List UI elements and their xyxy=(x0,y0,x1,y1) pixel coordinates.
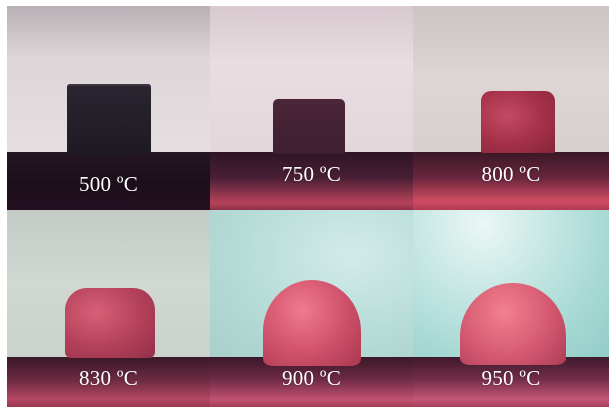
temperature-label: 750 ºC xyxy=(281,162,342,186)
sample-specimen xyxy=(263,280,361,366)
substrate xyxy=(413,357,609,407)
panel-500c: 500 ºC xyxy=(7,6,210,210)
sample-specimen xyxy=(67,84,151,154)
temperature-label: 500 ºC xyxy=(78,172,139,196)
temperature-label: 950 ºC xyxy=(481,366,541,390)
substrate xyxy=(210,152,413,210)
substrate xyxy=(7,357,210,407)
panel-950c: 950 ºC xyxy=(413,210,609,407)
substrate xyxy=(7,152,210,210)
panel-800c: 800 ºC xyxy=(413,6,609,210)
temperature-label: 830 ºC xyxy=(78,366,139,390)
sample-specimen xyxy=(481,91,555,153)
sintering-sequence-figure: 500 ºC 750 ºC 800 ºC 830 ºC 900 ºC 950 º… xyxy=(7,6,609,407)
panel-750c: 750 ºC xyxy=(210,6,413,210)
substrate xyxy=(413,152,609,210)
panel-830c: 830 ºC xyxy=(7,210,210,407)
temperature-label: 900 ºC xyxy=(281,366,342,390)
temperature-label: 800 ºC xyxy=(481,162,541,186)
panel-900c: 900 ºC xyxy=(210,210,413,407)
sample-specimen xyxy=(460,283,566,365)
sample-specimen xyxy=(65,288,155,358)
sample-specimen xyxy=(273,99,345,154)
